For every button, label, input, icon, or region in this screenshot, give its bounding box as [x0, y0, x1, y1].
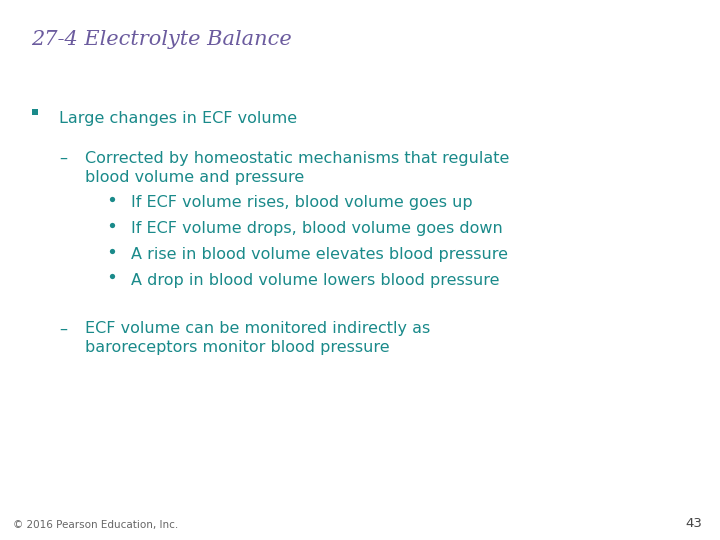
- Text: © 2016 Pearson Education, Inc.: © 2016 Pearson Education, Inc.: [13, 520, 179, 530]
- Text: –: –: [59, 321, 67, 336]
- Text: 27-4 Electrolyte Balance: 27-4 Electrolyte Balance: [31, 30, 292, 49]
- Text: 43: 43: [685, 517, 702, 530]
- Text: If ECF volume drops, blood volume goes down: If ECF volume drops, blood volume goes d…: [131, 221, 503, 237]
- Text: ECF volume can be monitored indirectly as
baroreceptors monitor blood pressure: ECF volume can be monitored indirectly a…: [85, 321, 431, 355]
- Text: If ECF volume rises, blood volume goes up: If ECF volume rises, blood volume goes u…: [131, 195, 472, 211]
- Text: Large changes in ECF volume: Large changes in ECF volume: [59, 111, 297, 126]
- Text: A drop in blood volume lowers blood pressure: A drop in blood volume lowers blood pres…: [131, 273, 500, 288]
- Text: –: –: [59, 151, 67, 166]
- Text: Corrected by homeostatic mechanisms that regulate
blood volume and pressure: Corrected by homeostatic mechanisms that…: [85, 151, 509, 185]
- Text: A rise in blood volume elevates blood pressure: A rise in blood volume elevates blood pr…: [131, 247, 508, 262]
